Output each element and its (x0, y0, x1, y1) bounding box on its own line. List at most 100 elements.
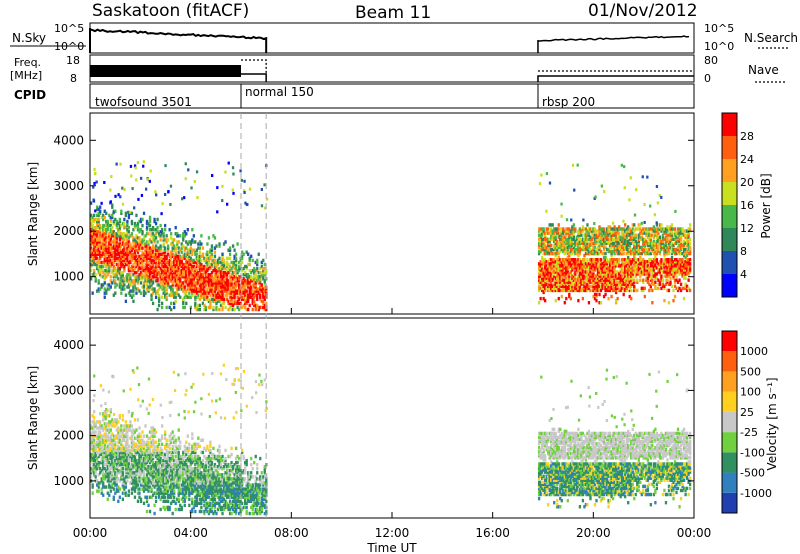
power-cell (142, 211, 146, 216)
power-cell (589, 251, 592, 256)
power-cell (672, 260, 675, 264)
power-cell (195, 270, 198, 275)
power-cell (563, 284, 566, 289)
power-cell (194, 297, 197, 301)
power-cell (115, 234, 118, 238)
power-cell (242, 281, 245, 285)
power-cell (599, 288, 603, 293)
power-cell (222, 258, 226, 263)
power-cell (648, 249, 651, 254)
power-cell (204, 256, 208, 261)
power-cell (654, 258, 657, 262)
power-cell (598, 247, 601, 252)
power-cell (592, 247, 595, 252)
power-cell (537, 241, 541, 246)
power-cell (139, 219, 143, 224)
power-cell (640, 272, 643, 276)
power-cell (560, 282, 563, 286)
velocity-cell (94, 434, 97, 438)
velocity-cell (108, 479, 111, 483)
power-cell (219, 295, 223, 299)
power-cell (672, 274, 675, 278)
power-cell (547, 266, 550, 270)
power-cell (153, 238, 156, 242)
power-colorbar-swatch-1 (722, 251, 737, 274)
power-cell (590, 237, 594, 241)
power-cell (222, 281, 226, 285)
power-cell (182, 234, 185, 238)
power-cell (138, 242, 141, 246)
power-cell (186, 264, 189, 269)
power-cell (593, 258, 597, 262)
power-cell (544, 280, 547, 284)
power-cell (218, 293, 221, 297)
power-cell (575, 264, 579, 268)
power-cell (163, 293, 167, 297)
power-cell (548, 247, 551, 252)
power-cell (136, 275, 140, 279)
power-cell (575, 247, 579, 252)
power-cell (109, 279, 112, 283)
power-cell (263, 262, 266, 267)
power-cell (572, 274, 575, 278)
power-cell (109, 260, 112, 265)
power-cell (263, 307, 266, 312)
velocity-cell (118, 469, 121, 473)
power-cell (601, 282, 604, 286)
power-cell (571, 231, 574, 235)
power-cell (682, 266, 686, 270)
velocity-cell (109, 450, 112, 455)
freq-trace-normal (241, 73, 267, 82)
power-cell (681, 233, 684, 237)
power-cell (179, 256, 182, 261)
power-cell (681, 266, 684, 270)
power-cell (608, 260, 612, 264)
power-cell (231, 287, 235, 291)
power-cell (607, 282, 610, 286)
power-cell (553, 243, 556, 248)
power-colorbar-tick-4: 20 (740, 176, 754, 189)
power-cell (227, 256, 230, 261)
power-cell (133, 275, 137, 279)
power-cell (667, 241, 671, 246)
power-cell (624, 258, 627, 262)
power-cell (189, 248, 192, 252)
power-cell (574, 286, 577, 291)
velocity-cell (103, 473, 106, 477)
power-cell (141, 240, 144, 244)
power-cell (179, 258, 182, 263)
power-cell (111, 262, 114, 267)
power-cell (607, 227, 610, 231)
power-cell (663, 227, 666, 231)
power-cell (643, 243, 646, 248)
power-cell (670, 227, 674, 231)
power-cell (648, 288, 651, 293)
power-ytick-label-1: 2000 (53, 224, 84, 238)
power-cell (593, 227, 597, 231)
power-cell (598, 270, 601, 274)
power-cell (562, 266, 565, 270)
power-cell (601, 233, 604, 237)
power-cell (540, 231, 544, 235)
power-cell (621, 282, 624, 286)
power-cell (578, 274, 582, 278)
power-cell (225, 297, 229, 301)
power-cell (578, 245, 582, 250)
power-cell (640, 286, 643, 291)
power-cell (210, 287, 214, 291)
power-cell (183, 234, 186, 238)
power-cell (544, 235, 547, 239)
power-cell (556, 266, 559, 270)
power-cell (127, 252, 131, 256)
power-cell (262, 295, 265, 299)
power-cell (180, 287, 183, 291)
power-cell (230, 301, 233, 306)
power-cell (263, 303, 266, 308)
power-cell (559, 243, 562, 248)
power-cell (619, 239, 622, 244)
power-cell (170, 287, 173, 291)
power-cell (93, 219, 96, 224)
power-cell (685, 241, 689, 246)
power-cell (584, 284, 588, 289)
power-cell (171, 275, 174, 279)
